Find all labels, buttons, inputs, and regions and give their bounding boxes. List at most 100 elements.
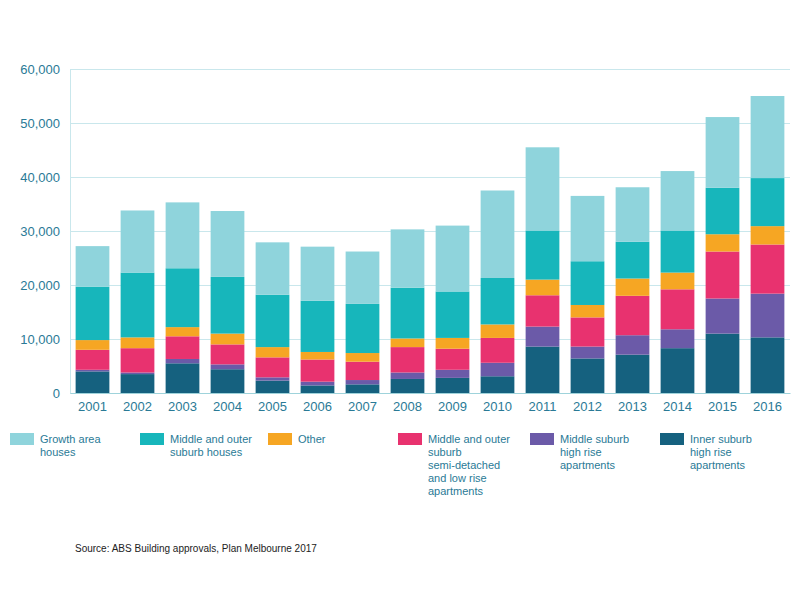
bar <box>211 211 245 277</box>
x-tick: 2001 <box>78 393 107 414</box>
x-tick: 2011 <box>529 393 557 414</box>
bar <box>661 273 695 290</box>
x-tick-label: 2010 <box>483 399 512 414</box>
x-tick: 2016 <box>753 393 782 414</box>
bar <box>481 338 515 363</box>
bar <box>436 226 470 292</box>
legend-swatch <box>268 433 292 445</box>
legend-item: Middle and outersuburb houses <box>140 433 252 458</box>
bar <box>166 359 200 363</box>
bar <box>661 329 695 348</box>
bar <box>256 381 290 393</box>
bar <box>616 355 650 393</box>
legend-label: Middle and outersuburb houses <box>170 433 252 458</box>
grid-line <box>70 123 790 124</box>
bar <box>706 299 740 334</box>
bar <box>76 340 110 350</box>
bar <box>481 324 515 338</box>
x-tick: 2007 <box>348 393 377 414</box>
bar <box>526 327 560 347</box>
y-tick-label: 30,000 <box>20 224 60 239</box>
x-tick-label: 2001 <box>78 399 107 414</box>
bar <box>751 178 785 226</box>
bar <box>391 347 425 372</box>
x-tick: 2010 <box>483 393 512 414</box>
bar <box>301 382 335 386</box>
bar <box>256 347 290 357</box>
bar <box>661 230 695 272</box>
bar <box>211 334 245 345</box>
y-tick-label: 60,000 <box>20 62 60 77</box>
bar <box>211 364 245 369</box>
bar <box>391 288 425 339</box>
x-tick: 2005 <box>258 393 287 414</box>
x-tick: 2003 <box>168 393 197 414</box>
bar <box>481 278 515 324</box>
y-tick-label: 0 <box>53 386 60 401</box>
legend-label: Growth areahouses <box>40 433 101 458</box>
y-axis: 0 10,000 20,000 30,000 40,000 50,000 60,000 <box>20 62 790 401</box>
bar <box>706 334 740 393</box>
bar <box>76 287 110 340</box>
x-tick-label: 2002 <box>123 399 152 414</box>
bar <box>391 229 425 287</box>
bar <box>571 305 605 317</box>
grid-line <box>70 69 790 70</box>
legend-swatch <box>10 433 34 445</box>
bar <box>436 370 470 378</box>
legend-swatch <box>140 433 164 445</box>
bar <box>166 336 200 359</box>
legend-swatch <box>530 433 554 445</box>
bar <box>121 210 155 272</box>
x-tick: 2009 <box>438 393 467 414</box>
x-axis-line <box>71 393 791 394</box>
legend-item: Inner suburbhigh riseapartments <box>660 433 752 471</box>
y-tick-label: 50,000 <box>20 116 60 131</box>
bar <box>751 294 785 338</box>
bar <box>301 352 335 360</box>
bar <box>391 372 425 378</box>
bar <box>616 335 650 354</box>
bar <box>301 247 335 301</box>
bar <box>751 226 785 244</box>
bar <box>211 369 245 393</box>
x-tick: 2012 <box>573 393 602 414</box>
bar <box>526 347 560 393</box>
bar <box>256 377 290 380</box>
bar <box>526 230 560 279</box>
legend-label: Inner suburbhigh riseapartments <box>690 433 752 471</box>
bar <box>166 363 200 393</box>
x-tick-label: 2015 <box>708 399 737 414</box>
bars <box>76 96 785 393</box>
y-tick-label: 20,000 <box>20 278 60 293</box>
y-tick-label: 10,000 <box>20 332 60 347</box>
y-tick-label: 40,000 <box>20 170 60 185</box>
bar <box>346 252 380 304</box>
x-tick-label: 2011 <box>529 399 557 414</box>
legend-swatch <box>660 433 684 445</box>
bar <box>571 317 605 346</box>
bar <box>706 252 740 299</box>
bar <box>706 234 740 251</box>
bar <box>346 353 380 362</box>
x-axis: 2001200220032004200520062007200820092010… <box>71 393 791 414</box>
bar <box>616 242 650 279</box>
bar <box>211 344 245 364</box>
bar <box>616 187 650 242</box>
x-tick-label: 2003 <box>168 399 197 414</box>
bar <box>166 202 200 268</box>
bar <box>571 358 605 393</box>
bar <box>256 242 290 294</box>
x-tick: 2004 <box>213 393 242 414</box>
source-note: Source: ABS Building approvals, Plan Mel… <box>75 543 317 554</box>
y-tick: 50,000 <box>20 116 790 131</box>
bar <box>121 372 155 374</box>
bar <box>436 378 470 393</box>
x-tick: 2008 <box>393 393 422 414</box>
x-tick: 2002 <box>123 393 152 414</box>
bar <box>571 261 605 305</box>
legend-item: Middle and outersuburbsemi-detachedand l… <box>398 433 510 497</box>
bar <box>301 301 335 352</box>
bar <box>76 371 110 393</box>
bar <box>571 196 605 261</box>
